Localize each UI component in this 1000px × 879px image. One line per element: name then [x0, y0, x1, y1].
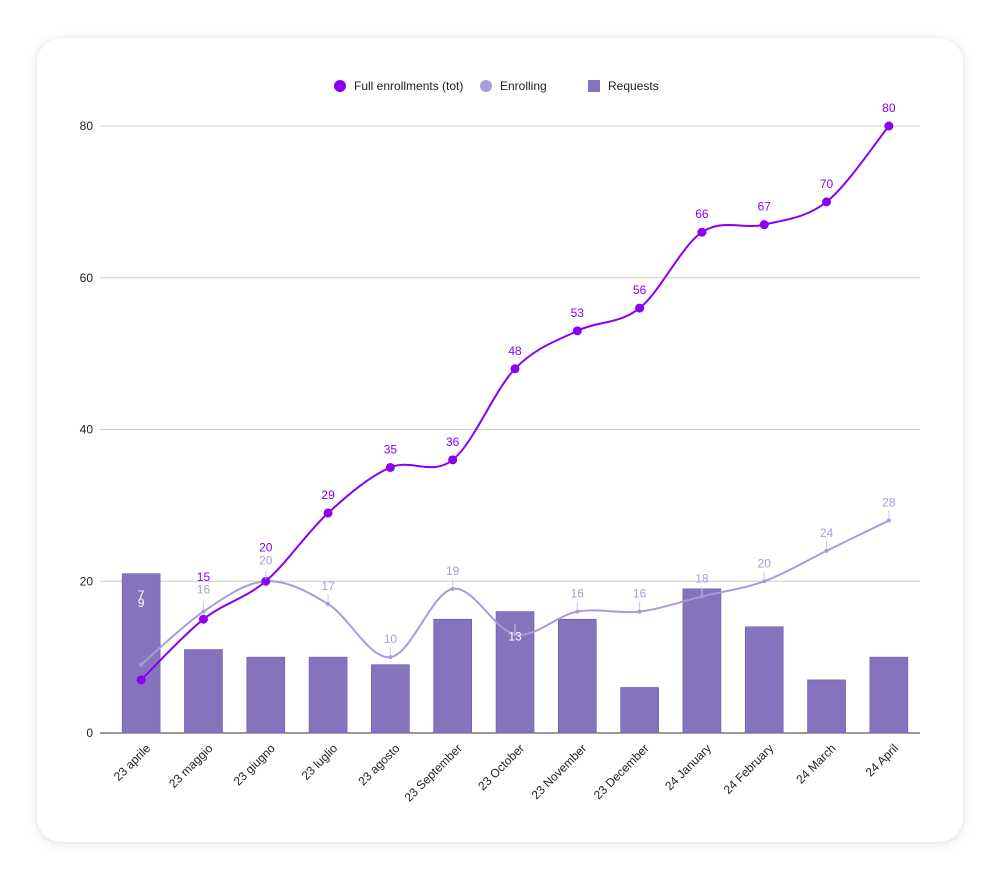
point-enrolling — [637, 609, 642, 614]
bar-requests — [620, 687, 659, 734]
data-label-enrolling: 20 — [259, 553, 273, 567]
data-label-full-enrollments: 67 — [758, 200, 772, 214]
bar-requests — [371, 664, 410, 734]
data-label-full-enrollments: 20 — [259, 540, 273, 554]
y-tick-label: 0 — [86, 726, 93, 740]
data-label-full-enrollments: 66 — [695, 207, 709, 221]
data-label-full-enrollments: 80 — [882, 101, 896, 115]
point-full-enrollments — [822, 197, 832, 207]
bar-requests — [308, 656, 348, 734]
data-label-enrolling: 16 — [633, 587, 647, 601]
x-tick-label: 24 February — [721, 741, 777, 797]
x-tick-label: 24 April — [863, 741, 901, 779]
point-full-enrollments — [697, 227, 707, 237]
x-tick-label: 23 giugno — [231, 741, 278, 788]
data-label-enrolling: 18 — [695, 571, 709, 585]
bar-requests — [869, 656, 909, 734]
data-label-enrolling: 9 — [138, 596, 145, 610]
x-tick-label: 24 March — [793, 741, 838, 786]
data-labels: 7 15 20 29 35 36 48 53 56 66 67 70 80 9 16 20 17 10 19 13 16… — [138, 101, 896, 656]
data-label-full-enrollments: 56 — [633, 283, 647, 297]
point-enrolling — [513, 632, 517, 637]
data-label-enrolling: 28 — [882, 496, 896, 510]
data-label-full-enrollments: 48 — [508, 344, 522, 358]
x-tick-label: 23 aprile — [111, 741, 154, 784]
legend-label: Full enrollments (tot) — [354, 79, 463, 93]
legend-swatch — [588, 80, 600, 92]
bar-series-requests — [121, 573, 909, 734]
point-full-enrollments — [572, 326, 582, 336]
y-tick-label: 60 — [80, 271, 94, 285]
x-tick-label: 23 agosto — [355, 741, 402, 788]
legend-swatch — [480, 80, 492, 92]
point-enrolling — [388, 655, 393, 660]
x-tick-label: 23 October — [475, 741, 527, 793]
point-full-enrollments — [136, 675, 146, 685]
point-full-enrollments — [323, 508, 333, 518]
point-full-enrollments — [261, 576, 271, 586]
bar-requests — [744, 626, 784, 734]
point-enrolling — [201, 609, 206, 614]
x-tick-label: 23 maggio — [166, 741, 216, 791]
legend: Full enrollments (tot) Enrolling Requests — [334, 79, 659, 93]
point-enrolling — [450, 586, 455, 591]
line-full-enrollments — [140, 125, 890, 681]
point-full-enrollments — [635, 303, 645, 313]
point-enrolling — [575, 609, 580, 614]
legend-label: Enrolling — [500, 79, 547, 93]
x-tick-label: 23 luglio — [299, 741, 341, 783]
x-tick-label: 23 December — [591, 741, 652, 802]
line-series — [136, 121, 894, 685]
data-label-full-enrollments: 70 — [820, 177, 834, 191]
bar-requests — [558, 618, 597, 734]
bar-requests — [184, 649, 223, 734]
data-label-full-enrollments: 36 — [446, 435, 460, 449]
point-full-enrollments — [198, 614, 208, 624]
data-label-enrolling: 16 — [571, 587, 585, 601]
bar-requests — [807, 679, 846, 734]
y-tick-label: 40 — [80, 423, 94, 437]
data-label-full-enrollments: 7 — [138, 588, 145, 602]
data-label-enrolling: 13 — [508, 629, 522, 643]
point-enrolling — [139, 662, 144, 667]
data-label-enrolling: 19 — [446, 564, 460, 578]
point-full-enrollments — [759, 220, 769, 230]
y-axis-tick-labels: 0 20 40 60 80 — [80, 119, 94, 740]
bar-requests — [682, 588, 722, 734]
x-tick-label: 24 January — [662, 741, 714, 793]
data-label-enrolling: 20 — [758, 556, 772, 570]
bar-requests — [433, 618, 472, 734]
data-label-enrolling: 24 — [820, 526, 834, 540]
point-enrolling — [326, 602, 331, 607]
x-tick-label: 23 November — [529, 741, 590, 802]
data-label-enrolling: 17 — [321, 579, 335, 593]
legend-swatch — [334, 80, 346, 92]
point-enrolling — [699, 594, 704, 599]
data-label-enrolling: 16 — [197, 583, 211, 597]
y-tick-label: 20 — [80, 574, 94, 588]
bar-requests — [246, 656, 286, 734]
point-full-enrollments — [884, 121, 894, 131]
x-tick-label: 23 September — [402, 741, 465, 804]
data-label-enrolling: 10 — [384, 632, 398, 646]
point-enrolling — [762, 579, 767, 584]
legend-label: Requests — [608, 79, 659, 93]
x-axis-tick-labels: 23 aprile 23 maggio 23 giugno 23 luglio 23 a… — [111, 741, 901, 804]
point-full-enrollments — [385, 462, 395, 472]
data-label-full-enrollments: 15 — [197, 570, 211, 584]
y-tick-label: 80 — [80, 119, 94, 133]
point-full-enrollments — [510, 364, 520, 374]
point-enrolling — [824, 548, 829, 553]
point-enrolling — [886, 518, 891, 523]
data-label-full-enrollments: 53 — [571, 306, 585, 320]
point-full-enrollments — [448, 455, 458, 465]
data-label-full-enrollments: 29 — [321, 488, 335, 502]
data-label-full-enrollments: 35 — [384, 442, 398, 456]
